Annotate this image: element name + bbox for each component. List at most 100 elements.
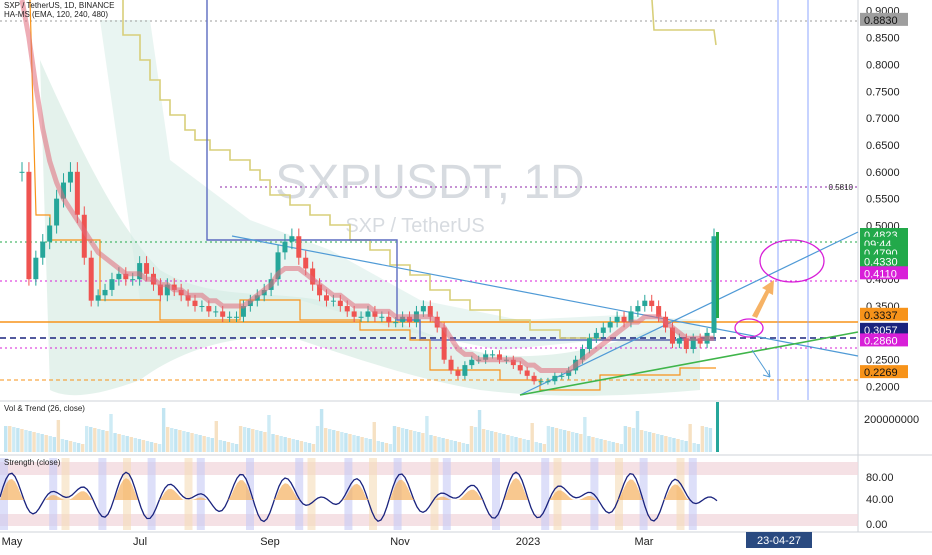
candle-63 [455,370,461,376]
volume-bar-73 [299,441,304,452]
x-tick-3: Nov [390,536,410,548]
candle-90 [642,300,648,307]
symbol-legend: SXP / TetherUS, 1D, BINANCE [4,1,114,10]
volume-bar-143 [583,417,587,452]
cloud-upper [100,20,700,350]
candle-38 [282,241,288,253]
volume-bar-132 [538,443,542,452]
candle-58 [420,306,426,312]
candle-59 [427,306,433,317]
volume-bar-64 [263,432,267,452]
volume-bar-154 [627,427,632,452]
volume-bar-114 [465,444,470,452]
candle-84 [600,327,606,333]
volume-bar-163 [664,436,668,452]
volume-bar-141 [575,433,579,452]
volume-bar-161 [656,434,660,452]
candle-69 [496,354,502,360]
volume-bar-63 [259,431,263,452]
price-tag-6: 0.3337 [864,310,898,322]
volume-bar-169 [688,424,692,452]
candle-39 [289,236,295,242]
volume-bar-82 [336,431,340,452]
candle-91 [649,300,655,307]
down-arrow-line [751,349,771,378]
x-tick-1: Jul [133,536,147,548]
candle-5 [54,198,60,226]
volume-bar-149 [607,441,611,452]
volume-bar-30 [125,436,129,452]
candle-1 [26,171,32,280]
volume-bar-119 [485,430,490,452]
strength-bg-col-8 [98,458,107,530]
volume-bar-110 [449,440,453,452]
yellow-stair-line [122,0,716,341]
price-tag-bg-9 [860,365,908,379]
volume-bar-12 [52,437,56,452]
volume-bar-150 [611,442,615,452]
volume-bar-45 [186,432,190,452]
volume-bar-96 [392,426,397,452]
price-tags: 0.88300.482309:440.47900.43300.41100.333… [860,12,908,379]
volume-bar-92 [376,441,380,452]
time-axis[interactable]: May Jul Sep Nov 2023 Mar [2,536,654,548]
volume-bar-5 [24,430,28,452]
volume-bar-105 [429,435,433,452]
candle-62 [448,359,454,371]
volume-bar-42 [174,429,178,452]
indicator-legend: HA-MS (EMA, 120, 240, 480) [4,10,108,19]
price-tag-4: 0.4330 [864,256,898,268]
candle-68 [490,354,496,356]
candle-65 [469,359,475,366]
candle-92 [656,306,662,317]
volume-bar-36 [149,442,154,452]
volume-bar-155 [631,428,636,452]
latest-candle[interactable] [716,232,719,318]
volume-bar-21 [89,427,93,452]
candle-31 [234,316,240,318]
volume-bar-160 [652,433,656,452]
volume-bar-10 [44,435,48,452]
volume-bar-69 [283,437,287,452]
strength-line [0,471,718,523]
candle-74 [531,375,537,382]
volume-bar-156 [635,411,640,452]
volume-bar-118 [481,429,486,452]
volume-bar-19 [80,444,85,452]
candle-79 [566,370,572,376]
strength-bg-col-44 [541,458,550,530]
volume-bar-84 [344,433,348,452]
candle-85 [607,322,613,328]
price-tag-bg-6 [860,307,908,321]
candle-27 [206,306,212,312]
volume-bar-83 [340,432,344,452]
price-tag-8: 0.2860 [864,335,898,347]
y-tick-7: 0.5500 [866,194,900,206]
volume-bar-70 [287,438,291,452]
volume-bar-56 [230,443,235,452]
volume-bar-112 [457,442,461,452]
candle-21 [164,284,170,296]
volume-bar-76 [311,444,316,452]
volume-bar-125 [510,436,514,452]
price-tag-bg-4 [860,254,908,268]
volume-bar-75 [307,443,312,452]
volume-bar-139 [566,431,571,452]
strength-bg-col-15 [184,458,193,530]
candle-10 [88,257,94,301]
candle-3 [40,241,46,258]
volume-bar-140 [571,432,575,452]
price-tag-9: 0.2269 [864,367,898,379]
candle-98 [697,338,703,344]
y-tick-5: 0.6500 [866,140,900,152]
volume-bar-137 [558,429,563,452]
volume-bar-6 [28,431,32,452]
date-tag: 23-04-27 [757,535,801,547]
volume-bar-146 [595,438,599,452]
candle-4 [47,225,53,242]
candle-48 [351,311,357,317]
volume-bar-165 [672,438,676,452]
strength-bg-col-52 [639,458,648,530]
candle-67 [483,354,489,360]
